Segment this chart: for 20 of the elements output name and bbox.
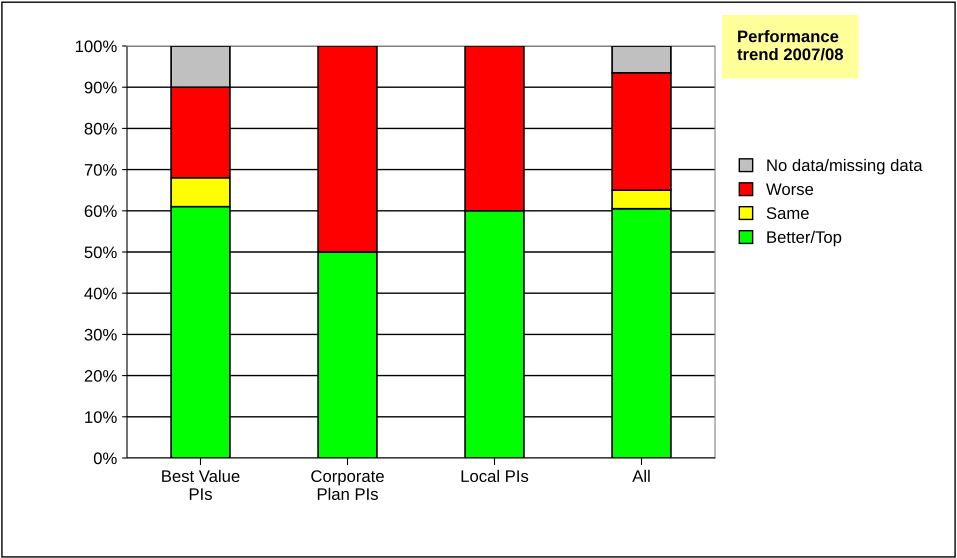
x-tick-label: Best Value PIs	[162, 470, 240, 500]
y-tick-label: 40%	[84, 288, 117, 300]
y-tick-label: 20%	[84, 370, 117, 382]
y-tick-label: 100%	[76, 40, 117, 52]
y-tick-label: 50%	[84, 246, 117, 258]
y-tick-label: 60%	[84, 205, 117, 218]
y-tick-label: 70%	[84, 164, 117, 176]
y-tick-label: 10%	[85, 411, 117, 424]
text: Performance trend 2007/08	[737, 30, 844, 60]
legend-label: No data/missing data	[767, 158, 923, 174]
y-tick-label: 90%	[84, 82, 117, 94]
x-tick-label: Corporate Plan PIs	[311, 470, 384, 500]
legend-label: Worse	[766, 183, 814, 196]
x-tick-label: All	[632, 470, 650, 482]
y-tick-label: 30%	[84, 328, 117, 341]
legend-label: Same	[766, 207, 809, 220]
y-tick-label: 0%	[94, 452, 117, 464]
legend-label: Better/Top	[767, 230, 842, 246]
x-tick-label: Local PIs	[462, 470, 528, 482]
y-tick-label: 80%	[84, 122, 117, 135]
